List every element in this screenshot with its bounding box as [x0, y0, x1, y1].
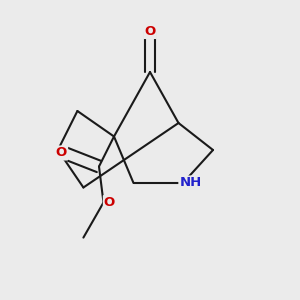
Text: O: O [56, 146, 67, 160]
Text: O: O [144, 25, 156, 38]
Text: NH: NH [179, 176, 202, 190]
Text: O: O [104, 196, 115, 209]
